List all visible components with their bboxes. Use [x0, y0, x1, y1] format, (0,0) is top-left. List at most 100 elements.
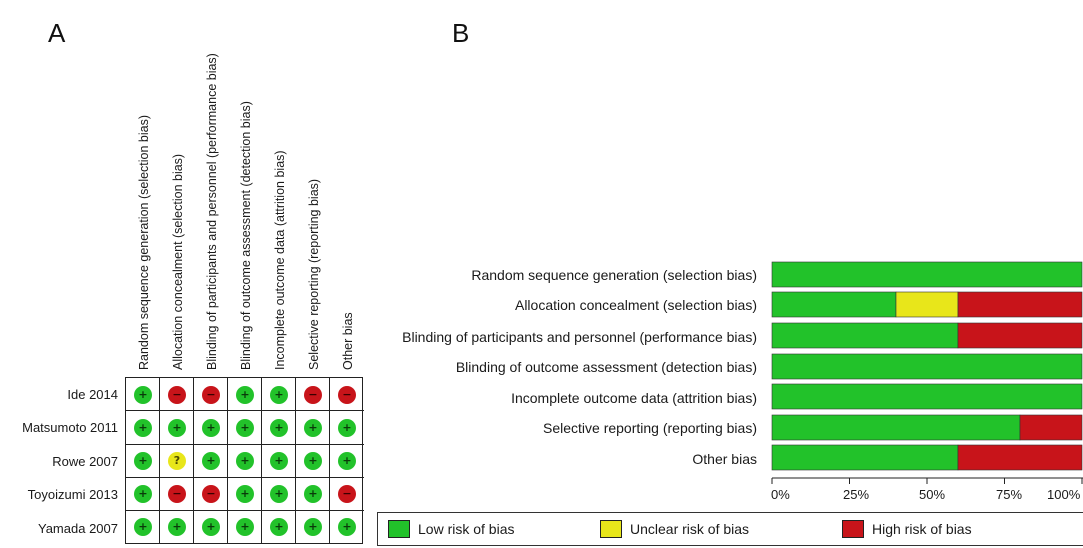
summary-cell: −: [330, 478, 364, 511]
summary-cell: +: [262, 477, 296, 511]
summary-cell: +: [126, 477, 160, 511]
legend-swatch-high: [842, 520, 864, 538]
summary-cell: −: [194, 378, 228, 412]
summary-cell: ?: [160, 444, 194, 478]
summary-cell: +: [296, 411, 330, 445]
judgement-low-icon: +: [270, 451, 288, 470]
judgement-high-icon: −: [168, 385, 186, 404]
summary-cell: +: [126, 411, 160, 445]
bar-segment: [895, 291, 959, 318]
study-label: Matsumoto 2011: [22, 420, 118, 435]
summary-cell: +: [126, 444, 160, 478]
judgement-low-icon: +: [134, 451, 152, 470]
summary-cell: −: [160, 477, 194, 511]
bar-segment: [771, 353, 1083, 380]
judgement-high-icon: −: [338, 485, 356, 504]
study-label: Toyoizumi 2013: [27, 487, 118, 502]
judgement-low-icon: +: [304, 451, 322, 470]
judgement-high-icon: −: [168, 485, 186, 504]
panel-a-letter: A: [48, 18, 66, 48]
summary-cell: +: [160, 510, 194, 545]
x-tick-label: 100%: [1047, 487, 1081, 502]
summary-grid: + − − + + − − + + + + + + + +? + + + + + + − − + + + − + + + + + + +: [125, 377, 364, 545]
judgement-low-icon: +: [168, 518, 186, 537]
summary-cell: +: [330, 444, 364, 478]
bar-segment: [771, 261, 1083, 288]
judgement-high-icon: −: [202, 385, 220, 404]
bar-segment: [957, 444, 1083, 471]
legend: Low risk of bias Unclear risk of bias Hi…: [377, 512, 1083, 546]
judgement-low-icon: +: [304, 485, 322, 504]
summary-cell: +: [194, 411, 228, 445]
summary-cell: +: [228, 510, 262, 545]
judgement-low-icon: +: [270, 485, 288, 504]
bar-segment: [771, 322, 959, 349]
summary-cell: −: [194, 477, 228, 511]
judgement-low-icon: +: [304, 518, 322, 537]
bar-segment: [771, 291, 897, 318]
x-tick-label: 50%: [919, 487, 946, 502]
judgement-low-icon: +: [134, 518, 152, 537]
bar-segment: [771, 383, 1083, 410]
judgement-low-icon: +: [236, 418, 254, 437]
legend-swatch-low: [388, 520, 410, 538]
summary-cell: +: [296, 477, 330, 511]
judgement-low-icon: +: [202, 418, 220, 437]
judgement-low-icon: +: [168, 418, 186, 437]
x-tick-label: 25%: [843, 487, 870, 502]
summary-cell: +: [262, 411, 296, 445]
judgement-low-icon: +: [270, 418, 288, 437]
summary-cell: +: [228, 444, 262, 478]
bar-category-label: Other bias: [692, 451, 757, 467]
bar-category-label: Selective reporting (reporting bias): [543, 420, 757, 436]
x-tick-label: 0%: [771, 487, 790, 502]
x-tick-label: 75%: [996, 487, 1023, 502]
summary-cell: +: [126, 378, 160, 412]
summary-cell: +: [126, 510, 160, 545]
summary-cell: +: [330, 511, 364, 544]
judgement-low-icon: +: [236, 451, 254, 470]
judgement-low-icon: +: [338, 518, 356, 537]
judgement-high-icon: −: [338, 385, 356, 404]
judgement-low-icon: +: [338, 451, 356, 470]
legend-label: High risk of bias: [872, 521, 972, 537]
study-label: Ide 2014: [67, 387, 118, 402]
bar-segment: [957, 322, 1083, 349]
summary-cell: +: [262, 510, 296, 545]
legend-label: Low risk of bias: [418, 521, 515, 537]
summary-cell: +: [194, 510, 228, 545]
judgement-low-icon: +: [270, 518, 288, 537]
judgement-low-icon: +: [134, 385, 152, 404]
judgement-low-icon: +: [236, 385, 254, 404]
bar-category-label: Incomplete outcome data (attrition bias): [511, 390, 757, 406]
bar-category-label: Blinding of participants and personnel (…: [402, 329, 757, 345]
bar-segment: [771, 444, 959, 471]
study-label: Rowe 2007: [52, 454, 118, 469]
judgement-low-icon: +: [236, 518, 254, 537]
legend-label: Unclear risk of bias: [630, 521, 750, 537]
summary-cell: +: [228, 378, 262, 412]
summary-cell: +: [228, 411, 262, 445]
summary-cell: +: [194, 444, 228, 478]
bar-segment: [957, 291, 1083, 318]
judgement-low-icon: +: [134, 418, 152, 437]
summary-cell: +: [160, 411, 194, 445]
judgement-low-icon: +: [236, 485, 254, 504]
judgement-low-icon: +: [270, 385, 288, 404]
summary-cell: −: [160, 378, 194, 412]
summary-cell: +: [262, 378, 296, 412]
summary-cell: +: [262, 444, 296, 478]
summary-cell: −: [296, 378, 330, 412]
summary-cell: −: [330, 378, 364, 412]
judgement-low-icon: +: [134, 485, 152, 504]
judgement-low-icon: +: [338, 418, 356, 437]
judgement-high-icon: −: [202, 485, 220, 504]
bar-segment: [1019, 414, 1083, 441]
bar-category-label: Random sequence generation (selection bi…: [471, 267, 757, 283]
bar-segment: [771, 414, 1021, 441]
summary-cell: +: [330, 411, 364, 445]
judgement-low-icon: +: [202, 518, 220, 537]
summary-cell: +: [296, 510, 330, 545]
judgement-unclear-icon: ?: [168, 451, 186, 470]
